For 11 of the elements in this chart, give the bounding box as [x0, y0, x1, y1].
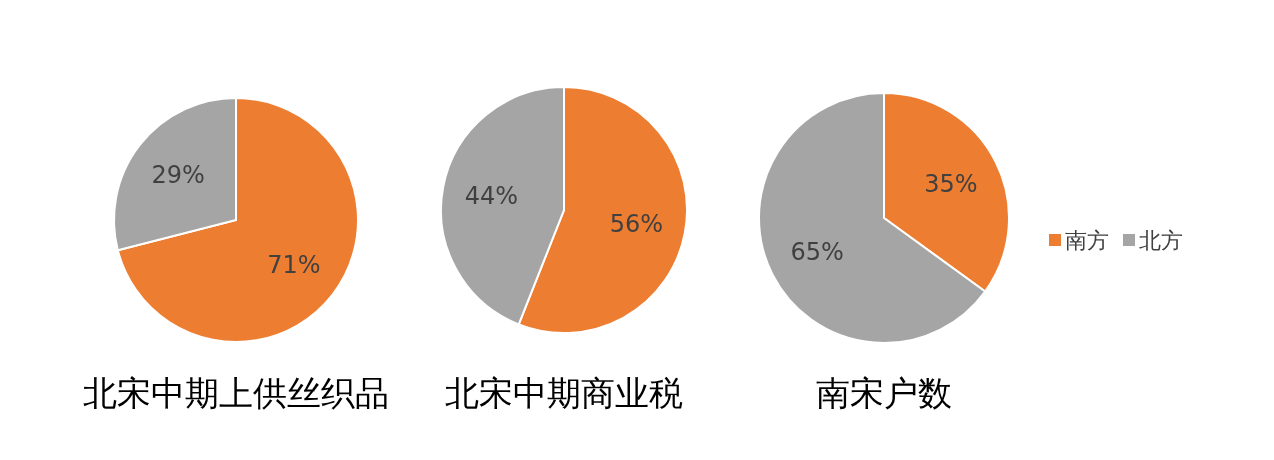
data-label: 56% — [609, 209, 664, 238]
data-label: 71% — [267, 250, 321, 279]
text: 北宋中期上供丝织品 — [83, 373, 389, 413]
data-label: 35% — [924, 169, 978, 198]
data-label: 44% — [464, 182, 519, 211]
data-label: 29% — [151, 161, 205, 190]
legend-label: 北方 — [1139, 227, 1183, 253]
text: 南宋户数 — [816, 373, 952, 413]
data-label: 65% — [790, 238, 844, 267]
text: 北宋中期商业税 — [445, 373, 683, 413]
legend-label: 南方 — [1065, 227, 1109, 253]
